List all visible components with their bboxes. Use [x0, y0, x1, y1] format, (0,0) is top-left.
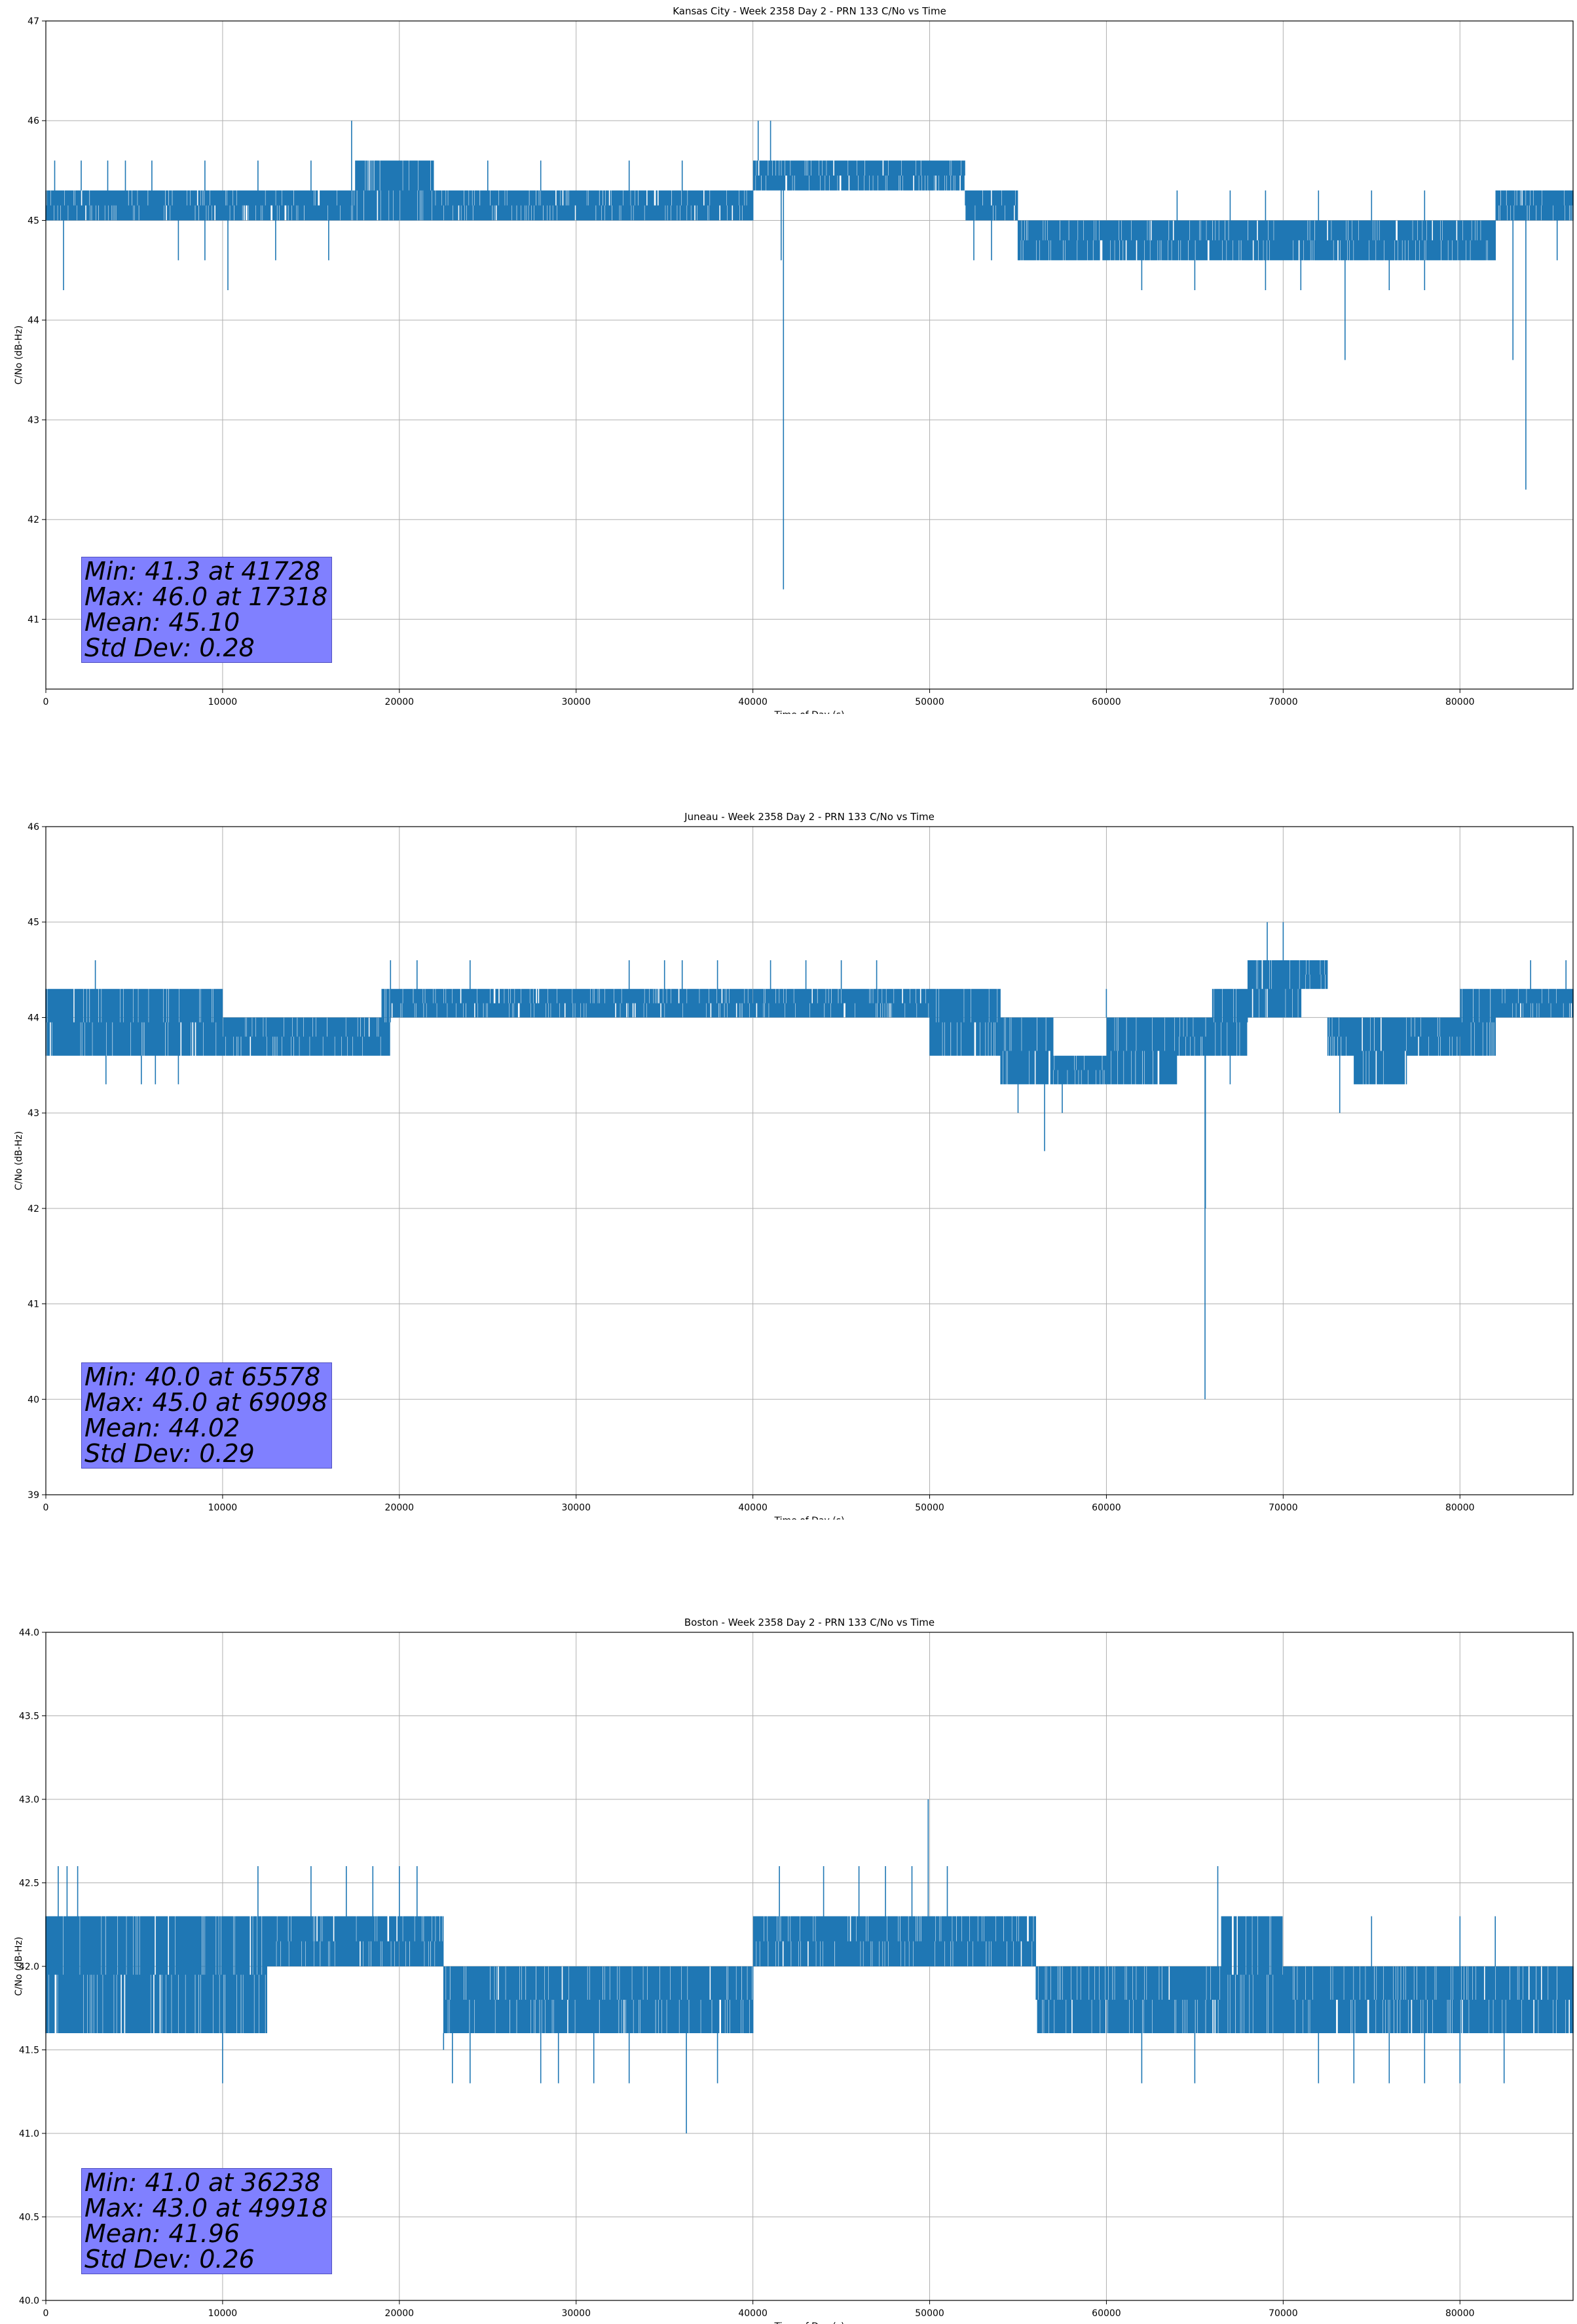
- x-tick-label: 30000: [561, 2308, 591, 2319]
- y-tick-label: 41.5: [19, 2046, 39, 2056]
- chart-panel-boston: 0 10000 20000 30000 40000 50000 60000 70000 8000…: [0, 1611, 1577, 2324]
- x-tick-label: 70000: [1269, 2308, 1298, 2319]
- y-tick-label: 46: [28, 822, 39, 833]
- chart-title: Boston - Week 2358 Day 2 - PRN 133 C/No …: [684, 1617, 935, 1628]
- x-axis-label: Time of Day (s): [774, 710, 845, 714]
- y-axis-label: C/No (dB-Hz): [14, 326, 24, 384]
- y-tick-label: 40.5: [19, 2213, 39, 2223]
- chart-panel-kansas-city: 0 10000 20000 30000 40000 50000 60000 70000 8000…: [0, 0, 1577, 714]
- chart-title: Juneau - Week 2358 Day 2 - PRN 133 C/No …: [684, 811, 935, 823]
- y-tick-label: 44: [28, 1013, 39, 1023]
- y-tick-label: 43: [28, 1108, 39, 1119]
- x-tick-label: 40000: [738, 1503, 768, 1513]
- x-tick-label: 10000: [208, 2308, 238, 2319]
- x-tick-label: 60000: [1092, 697, 1121, 707]
- y-axis-label: C/No (dB-Hz): [14, 1937, 24, 1996]
- x-tick-label: 0: [43, 1503, 49, 1513]
- stat-mean: Mean: 45.10: [84, 608, 240, 637]
- y-tick-label: 42: [28, 1204, 39, 1214]
- x-tick-label: 20000: [385, 2308, 415, 2319]
- y-tick-label: 47: [28, 16, 39, 27]
- plot-frame: [45, 20, 1574, 690]
- stat-mean: Mean: 41.96: [84, 2219, 240, 2248]
- x-tick-label: 40000: [738, 2308, 768, 2319]
- x-tick-label: 0: [43, 2308, 49, 2319]
- x-axis-label: Time of Day (s): [774, 2321, 845, 2324]
- x-tick-label: 80000: [1445, 1503, 1475, 1513]
- stat-mean: Mean: 44.02: [84, 1414, 240, 1442]
- plot-frame: [45, 826, 1574, 1495]
- stats-box: Min: 40.0 at 65578 Max: 45.0 at 69098 Me…: [81, 1362, 333, 1469]
- y-tick-label: 42.5: [19, 1879, 39, 1889]
- chart-title: Kansas City - Week 2358 Day 2 - PRN 133 …: [673, 5, 946, 17]
- x-tick-label: 40000: [738, 697, 768, 707]
- x-tick-label: 0: [43, 697, 49, 707]
- stats-box: Min: 41.0 at 36238 Max: 43.0 at 49918 Me…: [81, 2168, 333, 2274]
- x-tick-label: 20000: [385, 697, 415, 707]
- series-line: [45, 922, 1574, 1400]
- x-tick-label: 70000: [1269, 1503, 1298, 1513]
- y-tick-label: 39: [28, 1490, 39, 1501]
- y-tick-label: 43.0: [19, 1795, 39, 1805]
- x-tick-label: 80000: [1445, 697, 1475, 707]
- y-tick-label: 41: [28, 614, 39, 625]
- chart-panel-juneau: 0 10000 20000 30000 40000 50000 60000 70000 8000…: [0, 806, 1577, 1520]
- stats-box: Min: 41.3 at 41728 Max: 46.0 at 17318 Me…: [81, 557, 333, 663]
- x-tick-label: 70000: [1269, 697, 1298, 707]
- y-tick-label: 46: [28, 116, 39, 126]
- stat-max: Max: 45.0 at 69098: [84, 1388, 328, 1417]
- chart-svg: 0 10000 20000 30000 40000 50000 60000 70000 8000…: [14, 811, 1574, 1520]
- y-tick-label: 43: [28, 415, 39, 426]
- chart-svg: 0 10000 20000 30000 40000 50000 60000 70000 8000…: [14, 5, 1574, 714]
- stat-max: Max: 43.0 at 49918: [84, 2194, 328, 2222]
- x-tick-label: 50000: [915, 2308, 944, 2319]
- x-tick-label: 60000: [1092, 1503, 1121, 1513]
- x-tick-label: 30000: [561, 697, 591, 707]
- stat-std: Std Dev: 0.29: [84, 1439, 255, 1468]
- y-tick-label: 41.0: [19, 2129, 39, 2139]
- y-tick-label: 40.0: [19, 2296, 39, 2306]
- y-axis-label: C/No (dB-Hz): [14, 1131, 24, 1190]
- x-tick-label: 10000: [208, 697, 238, 707]
- x-tick-label: 50000: [915, 697, 944, 707]
- y-tick-label: 45: [28, 216, 39, 226]
- y-tick-label: 42.0: [19, 1962, 39, 1972]
- y-tick-label: 45: [28, 918, 39, 928]
- y-tick-label: 42: [28, 515, 39, 525]
- stat-std: Std Dev: 0.28: [84, 633, 255, 662]
- x-tick-label: 80000: [1445, 2308, 1475, 2319]
- stat-min: Min: 41.3 at 41728: [84, 557, 321, 586]
- x-axis-label: Time of Day (s): [774, 1516, 845, 1520]
- x-tick-label: 60000: [1092, 2308, 1121, 2319]
- y-tick-label: 44: [28, 316, 39, 326]
- x-tick-label: 50000: [915, 1503, 944, 1513]
- x-tick-label: 30000: [561, 1503, 591, 1513]
- series-line: [45, 121, 1574, 590]
- y-tick-label: 43.5: [19, 1712, 39, 1722]
- y-tick-label: 41: [28, 1300, 39, 1310]
- stat-std: Std Dev: 0.26: [84, 2245, 255, 2274]
- stat-max: Max: 46.0 at 17318: [84, 582, 328, 611]
- y-tick-label: 44.0: [19, 1628, 39, 1638]
- x-tick-label: 20000: [385, 1503, 415, 1513]
- y-tick-label: 40: [28, 1395, 39, 1405]
- chart-svg: 0 10000 20000 30000 40000 50000 60000 70000 8000…: [14, 1617, 1574, 2324]
- stat-min: Min: 41.0 at 36238: [84, 2168, 321, 2197]
- stat-min: Min: 40.0 at 65578: [84, 1362, 321, 1391]
- x-tick-label: 10000: [208, 1503, 238, 1513]
